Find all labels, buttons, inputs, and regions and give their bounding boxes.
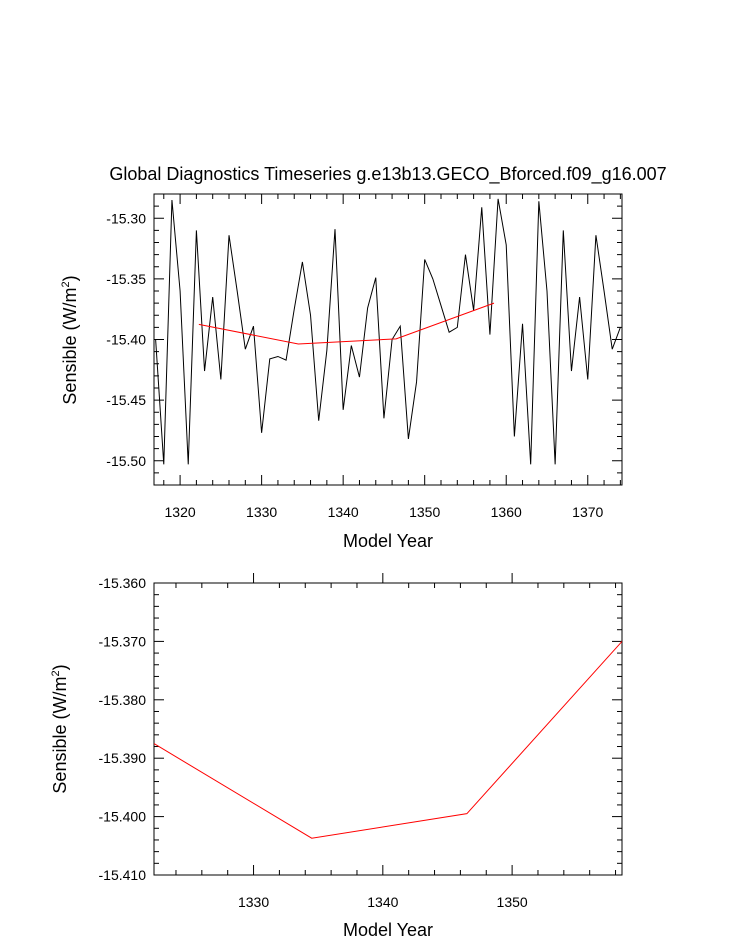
y-tick-label: -15.400: [99, 809, 147, 825]
y-tick-label: -15.370: [99, 633, 147, 649]
axis-ticks: [154, 193, 622, 486]
series-line-smoothed: [198, 302, 495, 345]
y-axis-label: Sensible (W/m2): [50, 664, 70, 793]
y-axis-label-superscript: 2: [50, 670, 62, 676]
y-axis-label-superscript: 2: [60, 281, 72, 287]
y-tick-labels: -15.360 -15.370 -15.380 -15.390 -15.400 -15.4…: [99, 575, 147, 883]
y-tick-label: -15.360: [99, 575, 147, 591]
x-tick-labels: 1330 1340 1350: [238, 894, 528, 910]
x-tick-label: 1340: [367, 894, 398, 910]
y-tick-label: -15.410: [99, 867, 147, 883]
x-tick-labels: 1320 1330 1340 1350 1360 1370: [165, 504, 604, 520]
bottom-panel: -15.360 -15.370 -15.380 -15.390 -15.400 -15.4…: [50, 573, 623, 940]
x-tick-label: 1330: [246, 504, 277, 520]
axis-ticks: [154, 573, 622, 876]
y-tick-label: -15.380: [99, 692, 147, 708]
y-tick-label: -15.35: [106, 271, 146, 287]
series-line-annual: [155, 198, 621, 465]
series-group: [155, 198, 621, 465]
x-tick-label: 1370: [572, 504, 603, 520]
chart-title: Global Diagnostics Timeseries g.e13b13.G…: [109, 164, 666, 185]
x-tick-label: 1320: [165, 504, 196, 520]
series-group: [154, 641, 622, 839]
plot-frame: [153, 582, 623, 876]
series-line-smoothed: [154, 641, 622, 839]
top-panel: Global Diagnostics Timeseries g.e13b13.G…: [60, 164, 667, 551]
x-tick-label: 1360: [491, 504, 522, 520]
y-tick-label: -15.390: [99, 750, 147, 766]
y-tick-label: -15.50: [106, 453, 146, 469]
x-tick-label: 1350: [409, 504, 440, 520]
y-tick-label: -15.45: [106, 392, 146, 408]
y-tick-label: -15.40: [106, 332, 146, 348]
x-tick-label: 1340: [328, 504, 359, 520]
y-axis-label: Sensible (W/m2): [60, 275, 80, 404]
y-tick-labels: -15.30 -15.35 -15.40 -15.45 -15.50: [106, 210, 146, 469]
x-axis-label: Model Year: [343, 920, 433, 940]
x-axis-label: Model Year: [343, 531, 433, 551]
x-tick-label: 1330: [238, 894, 269, 910]
y-tick-label: -15.30: [106, 210, 146, 226]
x-tick-label: 1350: [497, 894, 528, 910]
